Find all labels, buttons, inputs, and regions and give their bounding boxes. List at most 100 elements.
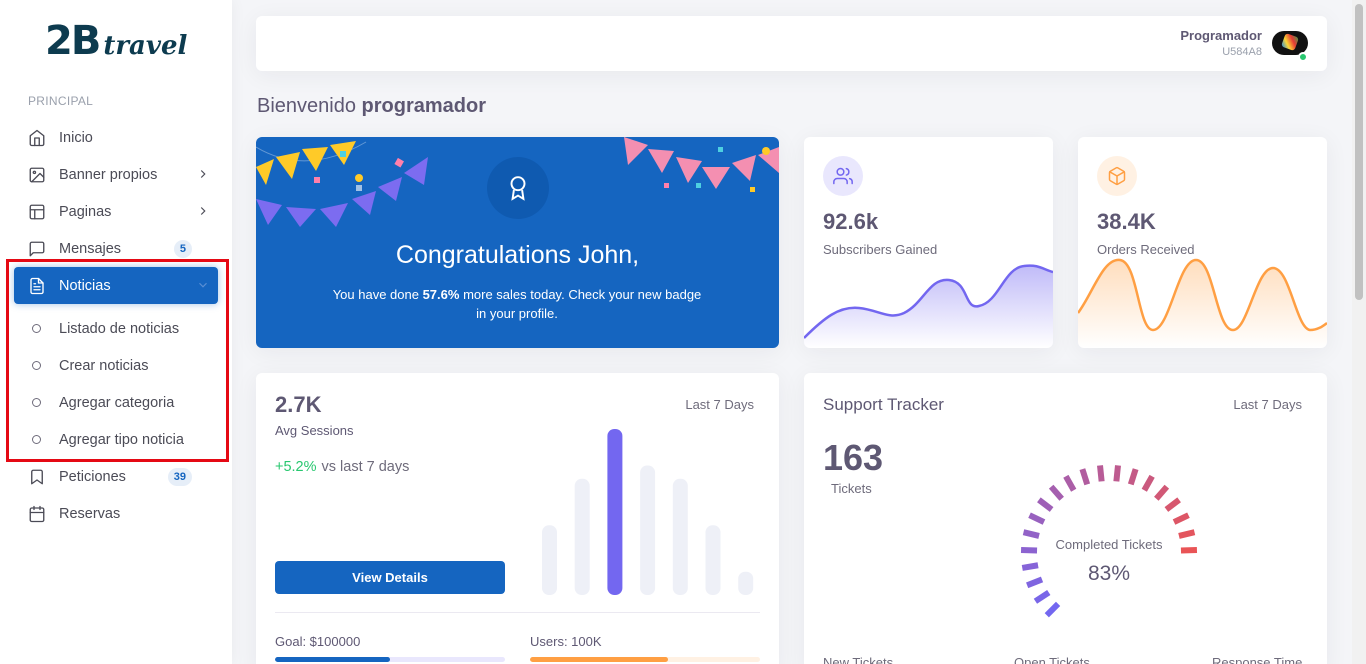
subscribers-card: 92.6k Subscribers Gained (804, 137, 1053, 348)
congratulations-card: Congratulations John, You have done 57.6… (256, 137, 779, 348)
brand-logo[interactable]: 2B travel (45, 18, 187, 64)
goal-label: Goal: $100000 (275, 634, 361, 649)
sidebar-item-label: Mensajes (59, 240, 122, 257)
sidebar-item-label: Paginas (59, 203, 112, 220)
gauge-tick (1044, 601, 1061, 618)
congrats-title: Congratulations John, (395, 241, 640, 269)
subitem-label: Agregar categoria (59, 394, 175, 411)
sidebar-item-paginas[interactable]: Paginas (14, 193, 218, 230)
subitem-listado-de-noticias[interactable]: Listado de noticias (14, 310, 218, 347)
subscribers-label: Subscribers Gained (823, 242, 938, 257)
sessions-bar-chart (542, 429, 754, 595)
chevron-down-icon (196, 278, 210, 292)
divider (275, 612, 760, 613)
gauge-tick (1141, 474, 1155, 492)
layout-icon (28, 203, 46, 221)
sessions-label: Avg Sessions (275, 423, 354, 438)
confetti-decoration (256, 137, 779, 227)
gauge-tick (1079, 468, 1091, 486)
file-text-icon (28, 277, 46, 295)
home-icon (28, 129, 46, 147)
congrats-text: You have done 57.6% more sales today. Ch… (332, 287, 702, 321)
support-range-dropdown[interactable]: Last 7 Days (1233, 397, 1302, 412)
sidebar-item-banner-propios[interactable]: Banner propios (14, 156, 218, 193)
sidebar-item-inicio[interactable]: Inicio (14, 119, 218, 156)
calendar-icon (28, 505, 46, 523)
sessions-bar (574, 478, 590, 595)
sidebar-item-label: Peticiones (59, 468, 126, 485)
highlight-annotation-box (6, 259, 229, 462)
welcome-prefix: Bienvenido (257, 95, 356, 117)
gauge-tick (1063, 474, 1077, 492)
users-icon (823, 156, 863, 196)
subitem-agregar-categoria[interactable]: Agregar categoria (14, 384, 218, 421)
sessions-bar (672, 478, 688, 595)
scrollbar-thumb[interactable] (1355, 4, 1363, 300)
sidebar-item-reservas[interactable]: Reservas (14, 495, 218, 532)
peticiones-badge: 39 (167, 468, 192, 486)
gauge-tick (1026, 576, 1044, 589)
gauge-tick (1164, 497, 1181, 512)
subitem-label: Listado de noticias (59, 320, 180, 337)
orders-sparkline (1078, 258, 1327, 348)
subitem-crear-noticias[interactable]: Crear noticias (14, 347, 218, 384)
support-title: Support Tracker (823, 395, 944, 414)
user-name[interactable]: Programador (1180, 28, 1262, 43)
sessions-bar (738, 571, 754, 595)
circle-icon (32, 324, 41, 333)
sidebar-item-label: Reservas (59, 505, 121, 522)
users-label: Users: 100K (530, 634, 602, 649)
online-status-icon (1298, 52, 1308, 62)
chevron-right-icon (196, 204, 210, 218)
gauge-tick (1028, 512, 1046, 525)
gauge-label: Completed Tickets (1055, 537, 1163, 552)
subscribers-value: 92.6k (823, 209, 879, 234)
support-tracker-card: Support Tracker Last 7 Days 163 Tickets … (804, 373, 1327, 664)
orders-label: Orders Received (1097, 242, 1195, 257)
sessions-value: 2.7K (275, 392, 322, 417)
goal-progress-bar (275, 657, 505, 662)
gauge-tick (1113, 465, 1121, 482)
tickets-count: 163 (823, 437, 884, 478)
gauge-tick (1033, 589, 1051, 604)
sidebar-item-label: Banner propios (59, 166, 158, 183)
gauge-tick (1172, 512, 1190, 525)
gauge-tick (1048, 484, 1064, 501)
completed-tickets-gauge (1020, 465, 1198, 618)
sidebar-item-mensajes[interactable]: Mensajes 5 (14, 230, 218, 267)
sessions-bar (607, 429, 623, 595)
sessions-range-dropdown[interactable]: Last 7 Days (685, 397, 754, 412)
gauge-tick (1097, 465, 1105, 482)
avatar[interactable] (1272, 31, 1308, 55)
view-details-button[interactable]: View Details (275, 561, 505, 594)
chevron-right-icon (196, 167, 210, 181)
gauge-tick (1180, 546, 1198, 554)
user-id: U584A8 (1222, 46, 1262, 58)
message-square-icon (28, 240, 46, 258)
gauge-tick (1154, 484, 1170, 501)
orders-card: 38.4K Orders Received (1078, 137, 1327, 348)
gauge-tick (1037, 497, 1054, 512)
logo-script: travel (103, 31, 188, 61)
gauge-value: 83% (1087, 562, 1131, 585)
new-tickets-label: New Tickets (823, 655, 894, 664)
scrollbar[interactable] (1352, 0, 1366, 664)
sidebar-item-peticiones[interactable]: Peticiones 39 (14, 458, 218, 495)
package-icon (1097, 156, 1137, 196)
welcome-name: programador (361, 95, 486, 117)
sessions-bar (705, 525, 721, 595)
top-navbar: Programador U584A8 (256, 16, 1327, 71)
subitem-label: Agregar tipo noticia (59, 431, 184, 448)
orders-value: 38.4K (1097, 209, 1156, 234)
circle-icon (32, 398, 41, 407)
sessions-bar (640, 465, 656, 595)
sidebar-item-noticias[interactable]: Noticias (14, 267, 218, 304)
open-tickets-label: Open Tickets (1014, 655, 1090, 664)
tickets-label: Tickets (831, 481, 872, 496)
avg-sessions-card: 2.7K Avg Sessions Last 7 Days +5.2% vs la… (256, 373, 779, 664)
image-icon (28, 166, 46, 184)
logo-main: 2B (45, 18, 101, 64)
subitem-agregar-tipo-noticia[interactable]: Agregar tipo noticia (14, 421, 218, 458)
sidebar: 2B travel PRINCIPAL Inicio Banner propio… (0, 0, 232, 664)
page-title: Bienvenido programador (257, 95, 486, 118)
